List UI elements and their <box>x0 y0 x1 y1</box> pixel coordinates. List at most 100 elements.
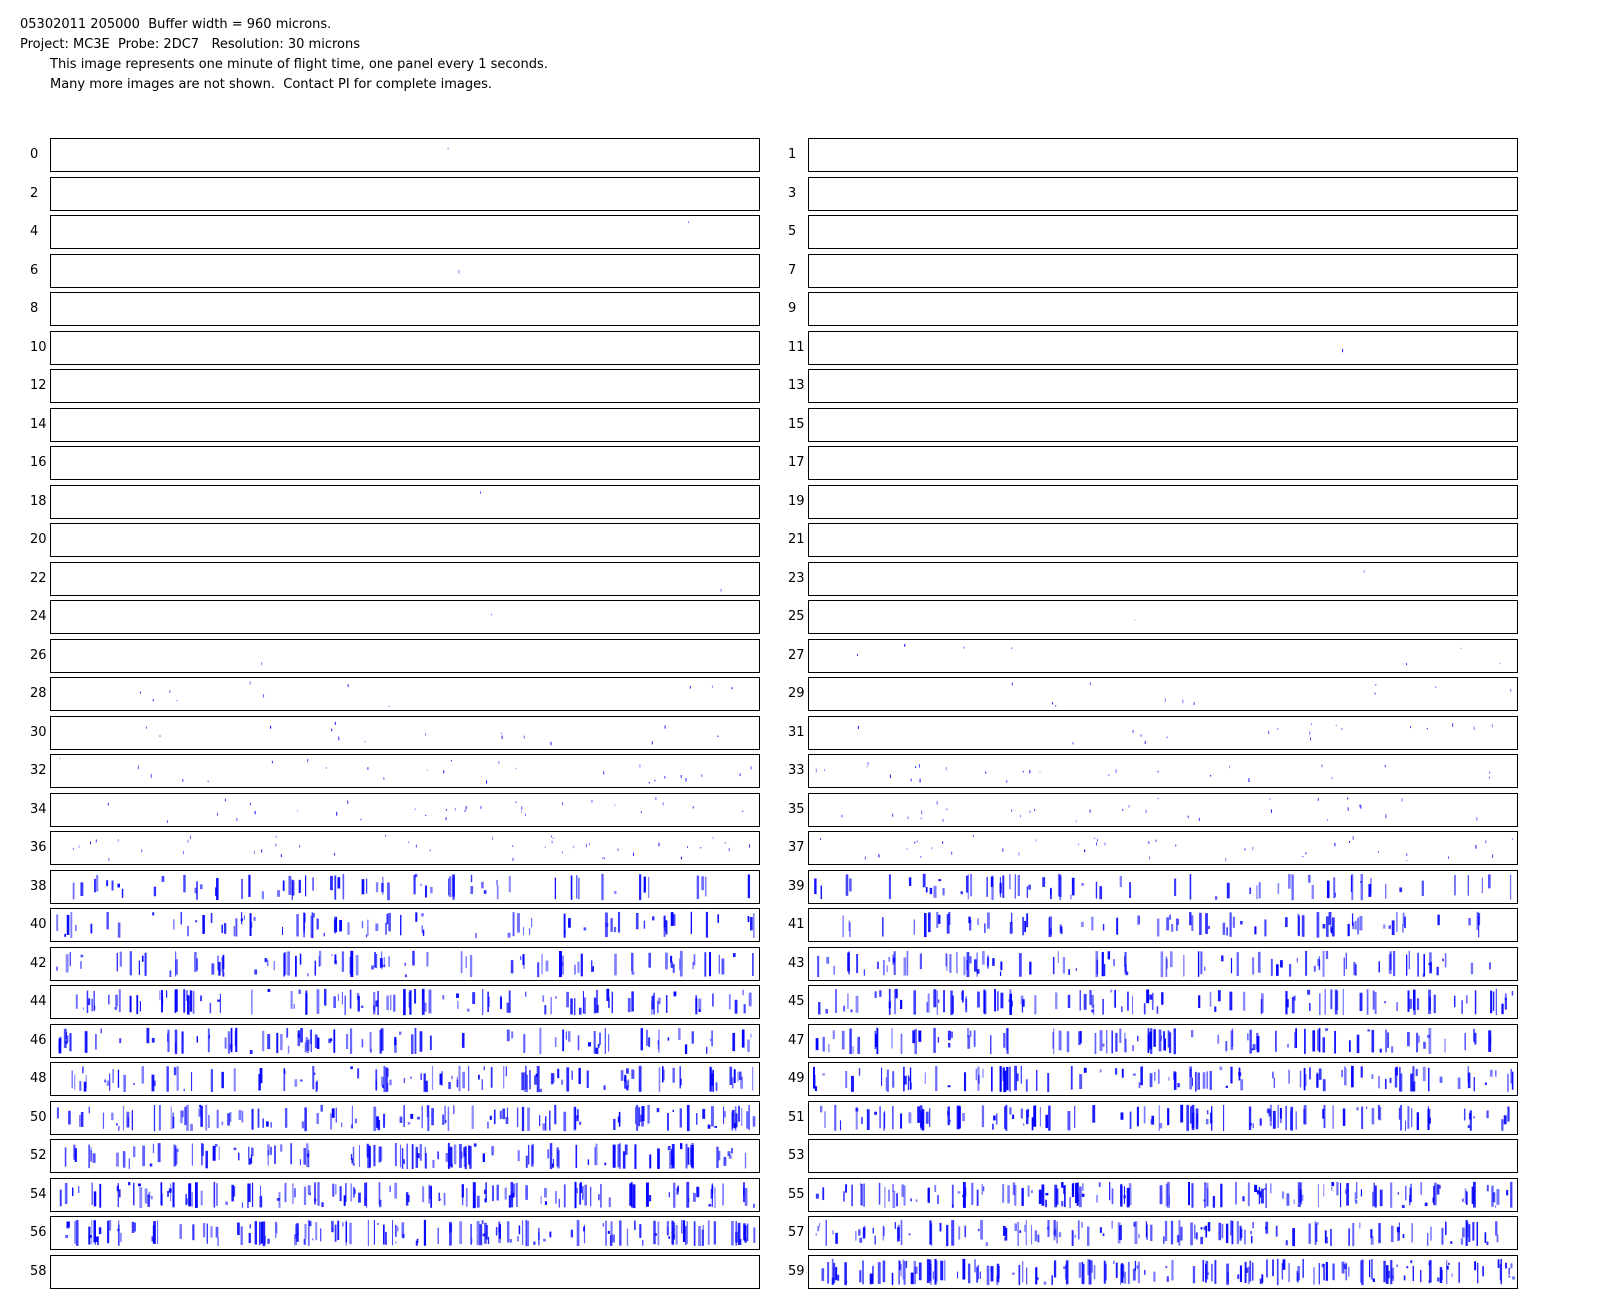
particle-mark <box>850 1075 854 1092</box>
particle-mark <box>903 956 907 976</box>
particle-mark <box>1119 1225 1122 1240</box>
particle-mark <box>138 959 140 975</box>
particle-mark <box>316 1080 318 1090</box>
particle-mark <box>723 1156 727 1166</box>
particle-mark <box>283 952 285 976</box>
particle-mark <box>459 1221 463 1245</box>
panel-label: 14 <box>30 416 47 432</box>
particle-mark <box>503 1066 505 1089</box>
particle-mark <box>353 1162 355 1167</box>
particle-mark <box>693 1221 696 1246</box>
particle-mark <box>573 1106 577 1130</box>
particle-mark <box>1151 1115 1155 1125</box>
particle-mark <box>1245 1267 1249 1273</box>
particle-image-panel <box>50 754 760 788</box>
particle-mark <box>1169 950 1173 967</box>
particle-mark <box>544 846 546 848</box>
particle-mark <box>423 1219 427 1246</box>
particle-mark <box>1034 1230 1038 1242</box>
particle-mark <box>570 998 573 1015</box>
particle-mark <box>82 1066 84 1074</box>
particle-mark <box>529 1069 531 1090</box>
particle-mark <box>946 914 950 934</box>
particle-mark <box>669 1151 672 1169</box>
particle-mark <box>1119 1027 1122 1043</box>
particle-mark <box>1128 1182 1132 1205</box>
particle-mark <box>594 1147 596 1166</box>
particle-mark <box>967 1034 971 1049</box>
header-timestamp-line: 05302011 205000 Buffer width = 960 micro… <box>20 17 332 32</box>
particle-mark <box>448 878 450 895</box>
particle-mark <box>826 956 830 964</box>
particle-mark <box>696 1186 698 1191</box>
particle-mark <box>874 1030 877 1049</box>
particle-mark <box>704 951 707 977</box>
particle-mark <box>665 920 668 935</box>
particle-mark <box>1164 698 1166 702</box>
particle-mark <box>316 918 319 930</box>
particle-mark <box>849 1028 852 1054</box>
particle-image-panel <box>808 1177 1518 1212</box>
particle-mark <box>1352 921 1355 930</box>
particle-mark <box>402 1159 405 1164</box>
particle-mark <box>1098 1181 1101 1187</box>
particle-mark <box>466 1008 470 1012</box>
particle-mark <box>349 1027 353 1054</box>
particle-mark <box>876 1027 879 1054</box>
particle-mark <box>1379 1189 1383 1206</box>
particle-mark <box>1302 856 1304 858</box>
particle-mark <box>294 1079 298 1087</box>
particle-mark <box>579 1182 582 1205</box>
particle-mark <box>1374 1184 1377 1208</box>
particle-mark <box>1384 1078 1387 1089</box>
particle-mark <box>892 1183 895 1192</box>
particle-image-strip <box>56 911 755 939</box>
particle-mark <box>487 996 491 1007</box>
particle-mark <box>267 989 271 992</box>
particle-mark <box>318 950 322 966</box>
particle-mark <box>753 1203 755 1208</box>
particle-mark <box>714 1125 718 1128</box>
particle-mark <box>1406 853 1408 856</box>
particle-mark <box>1288 873 1291 889</box>
particle-mark <box>1426 1233 1429 1246</box>
particle-mark <box>554 1104 557 1124</box>
particle-mark <box>834 1104 837 1131</box>
particle-mark <box>583 927 587 931</box>
particle-mark <box>1093 1004 1095 1016</box>
particle-mark <box>750 766 752 770</box>
particle-mark <box>1377 1104 1380 1120</box>
particle-mark <box>394 1036 397 1045</box>
particle-mark <box>1400 1073 1403 1092</box>
particle-mark <box>1160 950 1164 977</box>
particle-mark <box>88 1106 90 1113</box>
particle-mark <box>534 1075 537 1085</box>
particle-mark <box>1191 1077 1193 1087</box>
particle-mark <box>893 950 896 975</box>
particle-mark <box>299 1079 303 1082</box>
particle-mark <box>1485 840 1487 844</box>
particle-image-strip <box>145 721 719 745</box>
particle-mark <box>1119 875 1123 887</box>
particle-mark <box>1331 1186 1333 1191</box>
particle-mark <box>186 1104 189 1131</box>
particle-mark <box>1011 912 1013 924</box>
particle-mark <box>947 1105 950 1125</box>
particle-mark <box>578 877 580 899</box>
particle-mark <box>964 1225 967 1238</box>
particle-mark <box>550 1073 554 1085</box>
particle-mark <box>185 990 188 1002</box>
particle-mark <box>1316 1222 1319 1225</box>
particle-mark <box>1035 1276 1039 1280</box>
particle-mark <box>848 950 850 974</box>
particle-mark <box>976 951 978 977</box>
particle-mark <box>129 950 132 975</box>
particle-mark <box>373 1005 376 1015</box>
particle-mark <box>933 1027 936 1053</box>
particle-mark <box>815 768 817 773</box>
particle-mark <box>926 1258 930 1283</box>
particle-mark <box>556 1147 559 1167</box>
particle-mark <box>108 994 110 1005</box>
particle-mark <box>65 953 69 972</box>
particle-image-strip <box>809 486 1517 518</box>
